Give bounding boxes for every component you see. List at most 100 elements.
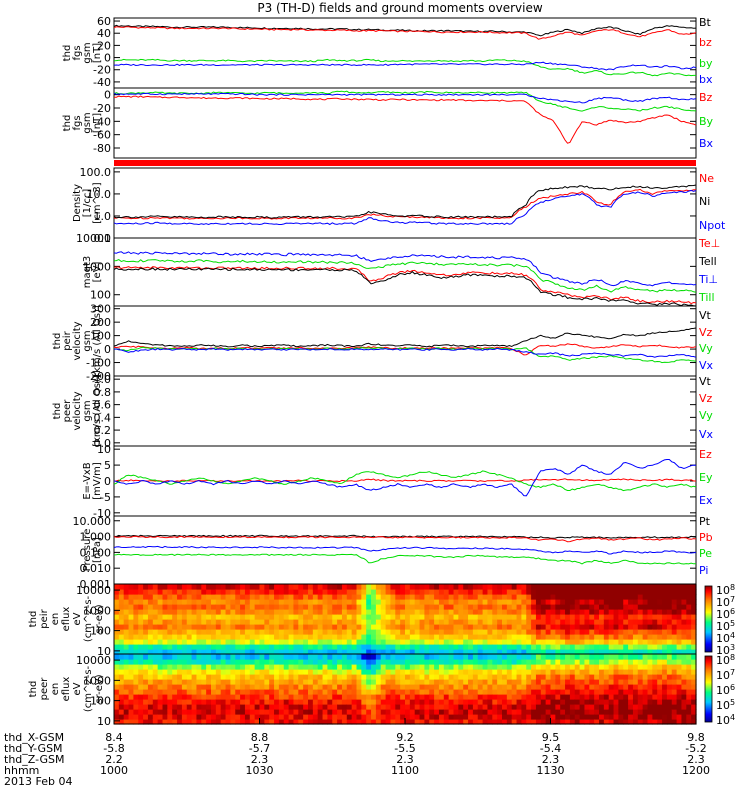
spectrogram-cell xyxy=(652,599,658,605)
spectrogram-cell xyxy=(652,709,658,715)
spectrogram-cell xyxy=(569,604,576,610)
spectrogram-cell xyxy=(123,629,130,635)
spectrogram-cell xyxy=(264,634,270,640)
spectrogram-cell xyxy=(298,679,304,685)
spectrogram-cell xyxy=(395,669,401,675)
spectrogram-cell xyxy=(380,694,387,700)
series-ez-line xyxy=(113,478,696,483)
spectrogram-cell xyxy=(138,624,144,630)
spectrogram-cell xyxy=(206,634,212,640)
spectrogram-cell xyxy=(249,699,256,705)
spectrogram-cell xyxy=(468,629,474,635)
spectrogram-cell xyxy=(589,674,595,680)
spectrogram-cell xyxy=(463,684,469,690)
spectrogram-cell xyxy=(691,694,697,700)
spectrogram-cell xyxy=(332,619,338,625)
spectrogram-cell xyxy=(240,649,246,655)
spectrogram-cell xyxy=(118,649,125,655)
spectrogram-cell xyxy=(584,659,590,665)
spectrogram-cell xyxy=(186,609,193,615)
spectrogram-cell xyxy=(283,664,290,670)
spectrogram-cell xyxy=(128,619,134,625)
spectrogram-cell xyxy=(666,654,673,660)
spectrogram-cell xyxy=(167,609,173,615)
spectrogram-cell xyxy=(249,614,256,620)
spectrogram-cell xyxy=(380,634,387,640)
spectrogram-cell xyxy=(657,694,663,700)
spectrogram-cell xyxy=(569,709,576,715)
spectrogram-cell xyxy=(599,629,605,635)
spectrogram-cell xyxy=(463,714,469,720)
spectrogram-cell xyxy=(637,639,644,645)
spectrogram-cell xyxy=(162,619,168,625)
spectrogram-cell xyxy=(390,624,396,630)
spectrogram-cell xyxy=(516,599,522,605)
spectrogram-cell xyxy=(477,694,484,700)
spectrogram-cell xyxy=(613,619,619,625)
spectrogram-cell xyxy=(147,649,154,655)
spectrogram-cell xyxy=(172,614,178,620)
spectrogram-cell xyxy=(686,679,692,685)
spectrogram-cell xyxy=(686,639,692,645)
spectrogram-cell xyxy=(468,614,474,620)
spectrogram-cell xyxy=(492,704,498,710)
spectrogram-cell xyxy=(308,589,314,595)
spectrogram-cell xyxy=(152,609,159,615)
spectrogram-cell xyxy=(249,714,256,720)
spectrogram-cell xyxy=(211,609,217,615)
spectrogram-cell xyxy=(652,659,658,665)
spectrogram-cell xyxy=(623,599,629,605)
spectrogram-cell xyxy=(327,694,333,700)
spectrogram-cell xyxy=(322,619,328,625)
spectrogram-cell xyxy=(269,639,275,645)
spectrogram-cell xyxy=(579,714,586,720)
spectrogram-cell xyxy=(244,609,251,615)
spectrogram-cell xyxy=(662,669,668,675)
spectrogram-cell xyxy=(278,709,285,715)
spectrogram-cell xyxy=(172,679,178,685)
spectrogram-cell xyxy=(147,619,154,625)
spectrogram-cell xyxy=(511,649,518,655)
spectrogram-cell xyxy=(312,704,319,710)
spectrogram-cell xyxy=(390,694,396,700)
x-tick-label: 8.4 xyxy=(105,731,123,744)
colorbar-label-exponent: 7 xyxy=(730,668,735,677)
spectrogram-cell xyxy=(506,654,513,660)
spectrogram-cell xyxy=(531,584,537,590)
spectrogram-cell xyxy=(220,674,227,680)
spectrogram-cell xyxy=(623,669,629,675)
spectrogram-cell xyxy=(288,639,295,645)
spectrogram-cell xyxy=(118,604,125,610)
spectrogram-cell xyxy=(308,654,314,660)
series-pt-line xyxy=(113,534,697,539)
spectrogram-cell xyxy=(332,714,338,720)
spectrogram-cell xyxy=(138,669,144,675)
y-axis-label: fgs xyxy=(72,115,83,130)
spectrogram-cell xyxy=(453,639,459,645)
spectrogram-cell xyxy=(206,719,212,725)
spectrogram-cell xyxy=(647,709,653,715)
spectrogram-cell xyxy=(254,629,261,635)
spectrogram-cell xyxy=(293,684,299,690)
spectrogram-cell xyxy=(637,664,644,670)
spectrogram-cell xyxy=(657,639,663,645)
spectrogram-cell xyxy=(569,659,576,665)
spectrogram-cell xyxy=(497,669,503,675)
spectrogram-cell xyxy=(589,689,595,695)
spectrogram-cell xyxy=(414,694,421,700)
spectrogram-cell xyxy=(375,659,382,665)
y-tick-label: -40 xyxy=(93,76,111,89)
spectrogram-cell xyxy=(618,689,624,695)
spectrogram-cell xyxy=(385,644,392,650)
spectrogram-cell xyxy=(434,674,440,680)
spectrogram-cell xyxy=(405,589,411,595)
spectrogram-cell xyxy=(594,584,600,590)
spectrogram-cell xyxy=(676,719,683,725)
spectrogram-cell xyxy=(128,704,134,710)
spectrogram-cell xyxy=(521,719,527,725)
spectrogram-cell xyxy=(157,689,164,695)
spectrogram-cell xyxy=(303,589,309,595)
spectrogram-cell xyxy=(303,634,309,640)
spectrogram-cell xyxy=(516,634,522,640)
